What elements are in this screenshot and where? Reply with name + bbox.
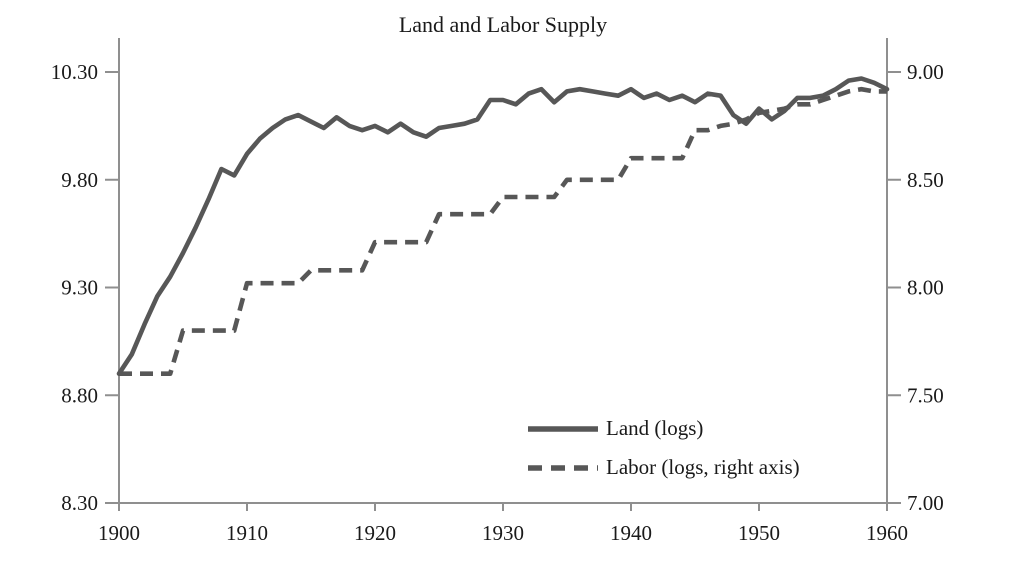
- x-tick-label: 1900: [98, 521, 140, 545]
- series-line-land: [116, 76, 890, 377]
- x-tick-label: 1940: [610, 521, 652, 545]
- chart-title: Land and Labor Supply: [398, 12, 608, 37]
- x-tick-label: 1920: [354, 521, 396, 545]
- solid-line-swatch-icon: [528, 425, 598, 432]
- x-tick-label: 1910: [226, 521, 268, 545]
- left-tick-label: 9.80: [61, 168, 98, 192]
- legend-label-land: Land (logs): [606, 416, 704, 440]
- x-tick-label: 1950: [738, 521, 780, 545]
- right-tick-label: 9.00: [907, 60, 944, 84]
- right-tick-label: 8.50: [907, 168, 944, 192]
- right-tick-label: 8.00: [907, 276, 944, 300]
- right-tick-label: 7.50: [907, 383, 944, 407]
- x-tick-label: 1960: [866, 521, 908, 545]
- right-tick-label: 7.00: [907, 491, 944, 515]
- legend-label-labor: Labor (logs, right axis): [606, 455, 800, 479]
- dashed-line-swatch-icon: [528, 464, 598, 471]
- left-tick-label: 8.80: [61, 383, 98, 407]
- legend-item-land: Land (logs): [527, 409, 800, 448]
- left-tick-label: 9.30: [61, 276, 98, 300]
- left-tick-label: 8.30: [61, 491, 98, 515]
- x-tick-label: 1930: [482, 521, 524, 545]
- left-tick-label: 10.30: [51, 60, 98, 84]
- legend: Land (logs) Labor (logs, right axis): [527, 409, 800, 487]
- legend-item-labor: Labor (logs, right axis): [527, 448, 800, 487]
- series-line-labor: [119, 86, 887, 377]
